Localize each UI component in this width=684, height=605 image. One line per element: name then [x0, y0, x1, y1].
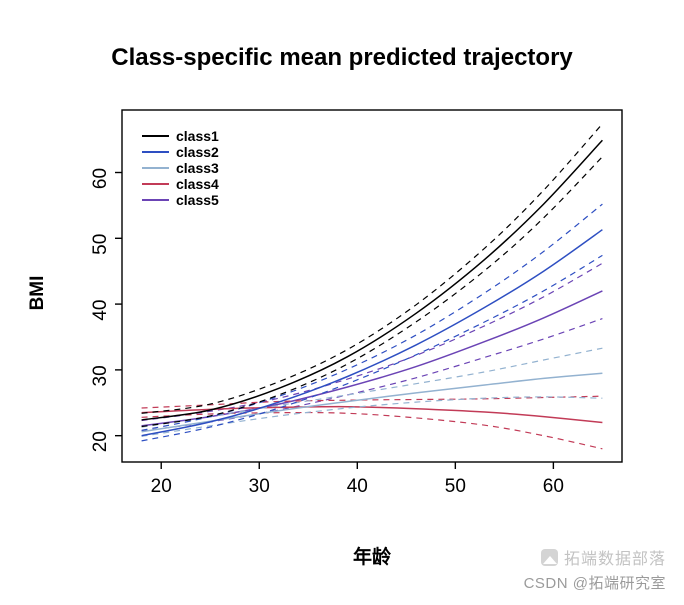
ci-upper-class2 — [141, 203, 603, 431]
legend-line-class2 — [142, 151, 169, 153]
legend-item-class2: class2 — [142, 144, 219, 160]
ci-upper-class1 — [141, 123, 603, 414]
legend-label: class5 — [176, 192, 219, 208]
watermark-csdn-credit: CSDN @拓端研究室 — [523, 575, 666, 592]
legend-item-class5: class5 — [142, 192, 219, 208]
x-axis-label: 年龄 — [352, 547, 391, 568]
chart-title: Class-specific mean predicted trajectory — [111, 44, 573, 71]
y-tick-label: 30 — [90, 365, 111, 386]
ci-lower-class3 — [141, 396, 603, 437]
y-tick-label: 20 — [90, 431, 111, 452]
legend-line-class4 — [142, 183, 169, 185]
y-tick-label: 50 — [90, 234, 111, 255]
x-tick-label: 40 — [347, 476, 368, 497]
ci-lower-class5 — [141, 318, 603, 432]
y-tick-label: 40 — [90, 300, 111, 321]
x-tick-label: 60 — [543, 476, 564, 497]
ci-lower-class2 — [141, 254, 603, 442]
legend-item-class4: class4 — [142, 176, 219, 192]
legend-label: class2 — [176, 144, 219, 160]
ci-upper-class5 — [141, 262, 603, 422]
legend-item-class1: class1 — [142, 128, 219, 144]
x-tick-label: 30 — [249, 476, 270, 497]
legend-label: class3 — [176, 160, 219, 176]
legend-line-class3 — [142, 167, 169, 169]
x-tick-label: 20 — [151, 476, 172, 497]
ci-upper-class4 — [141, 395, 603, 409]
mean-line-class3 — [141, 372, 603, 433]
mean-line-class1 — [141, 139, 603, 421]
mean-line-class5 — [141, 290, 603, 427]
watermark-brand-text: 拓端数据部落 — [563, 551, 666, 568]
y-axis-label: BMI — [27, 275, 48, 311]
mean-line-class2 — [141, 229, 603, 437]
ci-lower-class4 — [141, 411, 603, 450]
legend-line-class5 — [142, 199, 169, 201]
x-tick-label: 50 — [445, 476, 466, 497]
watermark: 拓端数据部落 CSDN @拓端研究室 — [524, 545, 666, 593]
legend-label: class1 — [176, 128, 219, 144]
plot-box — [121, 109, 623, 463]
ci-lower-class1 — [141, 156, 603, 428]
watermark-logo-icon — [540, 548, 558, 566]
legend: class1 class2 class3 class4 class5 — [142, 128, 219, 208]
ci-upper-class3 — [141, 347, 603, 428]
watermark-brand: 拓端数据部落 — [524, 545, 666, 569]
legend-line-class1 — [142, 135, 169, 137]
legend-label: class4 — [176, 176, 219, 192]
legend-item-class3: class3 — [142, 160, 219, 176]
y-tick-label: 60 — [90, 168, 111, 189]
